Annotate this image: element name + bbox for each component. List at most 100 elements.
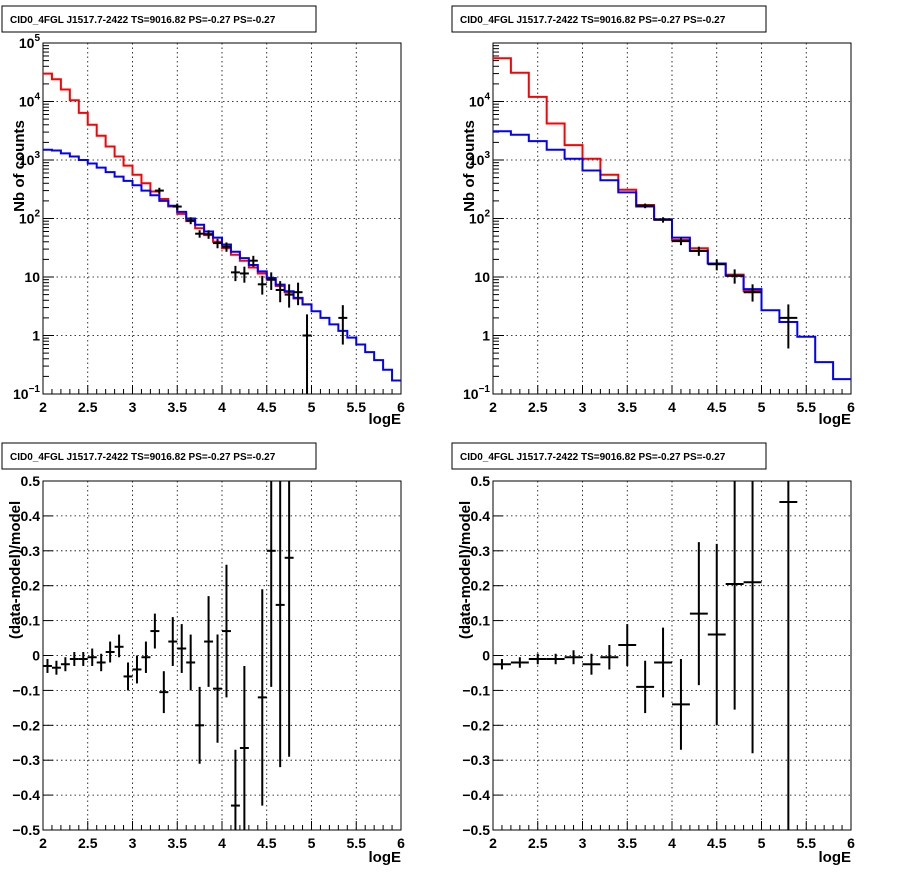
data-point (284, 481, 294, 757)
x-tick-label: 4.5 (707, 835, 727, 851)
data-point (239, 266, 249, 283)
y-tick-label: −0.3 (462, 752, 490, 768)
grid-lines (492, 480, 852, 831)
data-point (779, 481, 798, 830)
x-tick-label: 3 (129, 835, 137, 851)
data-points (636, 203, 798, 349)
y-axis-label: (data-model)/model (7, 501, 24, 639)
data-point (87, 648, 97, 666)
data-point (78, 652, 88, 666)
data-point (689, 246, 708, 256)
data-point (222, 242, 231, 252)
data-point (672, 658, 690, 750)
data-point (204, 230, 214, 239)
data-point (618, 624, 637, 666)
data-point (114, 634, 124, 658)
data-point (266, 272, 276, 290)
x-axis-label: logE (819, 849, 852, 866)
data-point (779, 304, 798, 349)
x-tick-label: 6 (847, 399, 855, 415)
data-point (654, 217, 672, 223)
data-point (51, 660, 61, 675)
panel-counts-right: CID0_4FGL J1517.7-2422 TS=9016.82 PS=-0.… (451, 5, 855, 428)
data-point (168, 617, 178, 666)
x-tick-labels: 2 2.5 3 3.5 4 4.5 5 5.5 6 (39, 835, 405, 851)
x-tick-label: 4 (668, 835, 676, 851)
x-tick-label: 4.5 (257, 399, 277, 415)
x-axis-label: logE (369, 849, 402, 866)
data-point (743, 284, 762, 302)
x-tick-label: 5.5 (797, 399, 817, 415)
data-point (275, 281, 285, 303)
x-tick-label: 5 (758, 835, 766, 851)
data-point (230, 749, 240, 830)
grid-lines (42, 42, 402, 395)
data-point (213, 238, 222, 249)
x-tick-label: 4 (668, 399, 676, 415)
y-tick-label: −0.4 (12, 787, 40, 803)
y-tick-labels: −0.5 −0.4 −0.3 −0.2 −0.1 0 0.1 0.2 0.3 0.4 0.5 (462, 473, 490, 838)
data-point (222, 564, 231, 698)
data-point (172, 203, 182, 210)
data-point (150, 613, 160, 649)
y-tick-label: −0.2 (462, 717, 490, 733)
model-histograms (43, 72, 401, 382)
data-point (96, 653, 106, 672)
x-tick-label: 6 (847, 835, 855, 851)
data-point (725, 481, 744, 710)
y-tick-label: 0.1 (21, 613, 41, 629)
y-tick-label: −0.5 (12, 822, 40, 838)
data-point (195, 686, 205, 764)
data-points (154, 187, 348, 394)
y-tick-label: 0.5 (21, 473, 41, 489)
data-point (636, 660, 655, 714)
data-point (564, 650, 583, 665)
data-point (528, 653, 547, 665)
panel-title: CID0_4FGL J1517.7-2422 TS=9016.82 PS=-0.… (10, 452, 276, 463)
y-tick-label: −0.1 (462, 682, 490, 698)
y-tick-label: 10 (24, 269, 40, 285)
x-tick-label: 6 (397, 835, 405, 851)
data-point (141, 641, 151, 673)
data-point (195, 230, 205, 238)
data-point (275, 481, 285, 768)
y-tick-label: −0.3 (12, 752, 40, 768)
x-tick-label: 5.5 (347, 835, 367, 851)
data-point (600, 645, 619, 670)
x-tick-label: 3 (579, 835, 587, 851)
x-axis-label: logE (819, 411, 852, 428)
data-point (707, 259, 726, 271)
y-axis-label: (data-model)/model (457, 501, 474, 639)
title-box (1, 442, 317, 470)
x-tick-label: 5 (758, 399, 766, 415)
model-series-line (43, 148, 401, 382)
x-tick-label: 3.5 (618, 835, 638, 851)
data-point (284, 284, 294, 308)
y-tick-label: −0.4 (462, 787, 490, 803)
y-tick-label: 1 (32, 328, 40, 344)
x-tick-label: 3.5 (168, 399, 188, 415)
x-tick-label: 5.5 (797, 835, 817, 851)
panel-title: CID0_4FGL J1517.7-2422 TS=9016.82 PS=-0.… (460, 15, 726, 26)
data-point (725, 269, 744, 284)
data-point (186, 217, 196, 225)
x-tick-label: 4 (218, 399, 226, 415)
y-tick-label: −0.2 (12, 717, 40, 733)
x-tick-label: 6 (397, 399, 405, 415)
title-box (451, 5, 767, 33)
x-tick-labels: 2 2.5 3 3.5 4 4.5 5 5.5 6 (489, 835, 855, 851)
data-point (159, 671, 169, 714)
plot-frame (492, 480, 852, 831)
y-tick-label: 0 (482, 648, 490, 664)
data-point (43, 658, 52, 673)
x-tick-label: 5 (308, 835, 316, 851)
data-point (493, 658, 511, 670)
panel-counts-left: CID0_4FGL J1517.7-2422 TS=9016.82 PS=-0.… (1, 5, 405, 428)
y-tick-label: 0.3 (471, 543, 491, 559)
data-point (105, 641, 115, 663)
y-axis-label: Nb of counts (11, 120, 28, 212)
data-point (510, 657, 529, 668)
y-tick-label: 105 (19, 33, 41, 51)
